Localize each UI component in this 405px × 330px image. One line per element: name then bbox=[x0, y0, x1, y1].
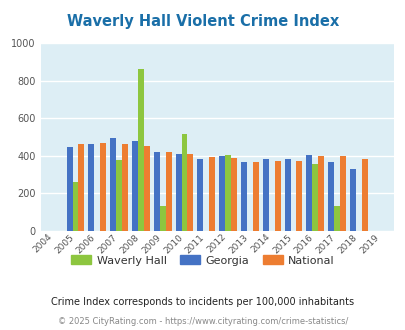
Bar bbox=[122, 144, 128, 231]
Bar bbox=[284, 159, 290, 231]
Bar bbox=[306, 155, 311, 231]
Text: © 2025 CityRating.com - https://www.cityrating.com/crime-statistics/: © 2025 CityRating.com - https://www.city… bbox=[58, 317, 347, 326]
Bar bbox=[72, 182, 78, 231]
Text: Waverly Hall Violent Crime Index: Waverly Hall Violent Crime Index bbox=[67, 14, 338, 29]
Bar bbox=[361, 159, 367, 231]
Bar bbox=[175, 154, 181, 231]
Bar bbox=[181, 134, 187, 231]
Bar bbox=[187, 154, 193, 231]
Bar bbox=[110, 138, 116, 231]
Bar bbox=[116, 159, 122, 231]
Bar bbox=[209, 157, 215, 231]
Bar bbox=[311, 164, 318, 231]
Legend: Waverly Hall, Georgia, National: Waverly Hall, Georgia, National bbox=[66, 251, 339, 270]
Bar bbox=[153, 152, 159, 231]
Bar bbox=[349, 169, 355, 231]
Bar bbox=[296, 161, 302, 231]
Bar bbox=[78, 144, 84, 231]
Bar bbox=[252, 162, 258, 231]
Bar bbox=[328, 162, 333, 231]
Bar bbox=[100, 143, 106, 231]
Bar bbox=[262, 159, 268, 231]
Bar bbox=[165, 152, 171, 231]
Bar bbox=[159, 206, 165, 231]
Bar bbox=[274, 161, 280, 231]
Bar bbox=[197, 159, 203, 231]
Bar bbox=[241, 162, 246, 231]
Bar bbox=[219, 156, 225, 231]
Bar bbox=[66, 147, 72, 231]
Bar bbox=[230, 158, 237, 231]
Bar bbox=[88, 144, 94, 231]
Bar bbox=[138, 69, 143, 231]
Bar bbox=[225, 155, 230, 231]
Bar bbox=[318, 156, 323, 231]
Bar bbox=[143, 146, 149, 231]
Bar bbox=[132, 141, 138, 231]
Text: Crime Index corresponds to incidents per 100,000 inhabitants: Crime Index corresponds to incidents per… bbox=[51, 297, 354, 307]
Bar bbox=[333, 206, 339, 231]
Bar bbox=[339, 156, 345, 231]
